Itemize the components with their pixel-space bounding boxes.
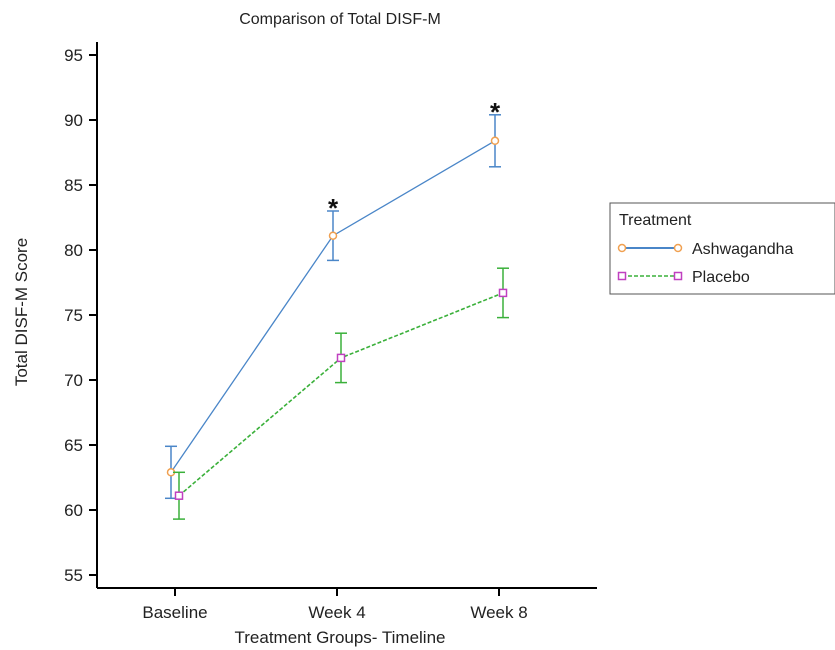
x-axis-title: Treatment Groups- Timeline	[235, 628, 446, 647]
y-tick-label: 60	[64, 501, 83, 520]
legend-marker-placebo	[617, 271, 627, 281]
significance-star: *	[490, 97, 501, 127]
x-tick-label: Baseline	[142, 603, 207, 622]
y-tick-label: 90	[64, 111, 83, 130]
y-tick-label: 70	[64, 371, 83, 390]
legend: Treatment Ashwagandha Placebo	[609, 202, 835, 295]
legend-item-placebo: Placebo	[617, 269, 750, 286]
x-tick-label: Week 8	[470, 603, 527, 622]
legend-marker-ashwagandha	[617, 243, 627, 253]
data-point-placebo	[174, 491, 184, 500]
y-tick-label: 80	[64, 241, 83, 260]
y-tick-label: 85	[64, 176, 83, 195]
data-point-ashwagandha	[490, 136, 500, 146]
y-tick-label: 95	[64, 46, 83, 65]
legend-marker-placebo	[673, 271, 683, 281]
y-tick-label: 55	[64, 566, 83, 585]
data-point-placebo	[498, 288, 508, 298]
x-tick-label: Week 4	[308, 603, 365, 622]
y-axis-title: Total DISF-M Score	[12, 238, 31, 386]
series-line-placebo	[178, 292, 504, 497]
chart-title: Comparison of Total DISF-M	[239, 11, 441, 28]
legend-title: Treatment	[619, 212, 692, 229]
legend-marker-ashwagandha	[673, 243, 683, 253]
y-tick-label: 65	[64, 436, 83, 455]
plot-area: 55 60 65 70 75 80 85 90 95 Baseline Week 4 Week 8 * *	[64, 42, 597, 622]
significance-star: *	[328, 193, 339, 223]
y-tick-label: 75	[64, 306, 83, 325]
data-point-placebo	[336, 353, 346, 363]
series-line-ashwagandha	[170, 140, 496, 473]
legend-label-placebo: Placebo	[692, 269, 750, 286]
legend-item-ashwagandha: Ashwagandha	[617, 241, 794, 258]
data-point-ashwagandha	[328, 231, 338, 240]
legend-label-ashwagandha: Ashwagandha	[692, 241, 794, 258]
